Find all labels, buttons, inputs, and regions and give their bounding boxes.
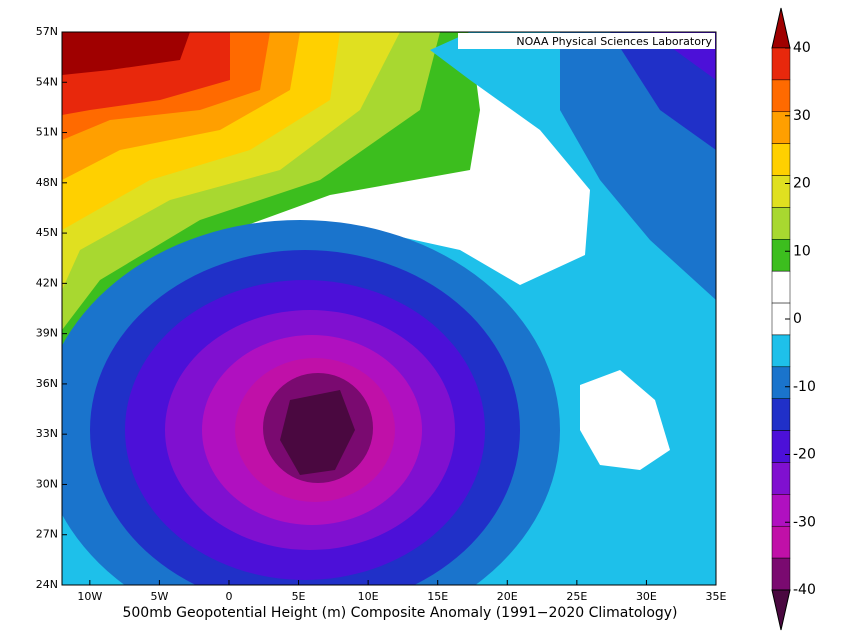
colorbar-label: 0	[793, 311, 802, 327]
colorbar-arrow-top	[771, 7, 791, 49]
colorbar-segment	[771, 334, 791, 368]
lon-label: 35E	[706, 590, 727, 603]
colorbar-segment	[771, 79, 791, 113]
colorbar-label: -10	[793, 379, 816, 395]
colorbar-segment	[771, 430, 791, 463]
lon-label: 20E	[497, 590, 518, 603]
colorbar-segment	[771, 207, 791, 240]
lat-label: 54N	[36, 75, 58, 88]
colorbar-segment	[771, 239, 791, 272]
lat-label: 39N	[36, 327, 58, 340]
lat-label: 36N	[36, 377, 58, 390]
lon-label: 15E	[427, 590, 448, 603]
lon-label: 25E	[566, 590, 587, 603]
lon-label: 5W	[150, 590, 168, 603]
map-field	[62, 32, 716, 585]
lon-label: 10E	[358, 590, 379, 603]
lon-label: 0	[225, 590, 232, 603]
colorbar-segment	[771, 270, 791, 304]
colorbar-label: 40	[793, 40, 811, 56]
lat-label: 48N	[36, 176, 58, 189]
colorbar-segment	[771, 143, 791, 176]
colorbar-label: -30	[793, 514, 816, 530]
colorbar-segment	[771, 47, 791, 81]
lat-label: 33N	[36, 427, 58, 440]
colorbar-label: -40	[793, 582, 816, 598]
map-frame	[61, 31, 717, 586]
lat-label: 30N	[36, 477, 58, 490]
colorbar-segment	[771, 557, 791, 591]
lat-label: 57N	[36, 25, 58, 38]
map-title: 500mb Geopotential Height (m) Composite …	[122, 605, 677, 621]
lat-label: 42N	[36, 276, 58, 289]
colorbar-segment	[771, 111, 791, 144]
lon-label: 5E	[292, 590, 306, 603]
credit: NOAA Physical Sciences Laboratory	[516, 35, 712, 48]
colorbar-segment	[771, 366, 791, 399]
colorbar-arrow-bottom	[771, 589, 791, 631]
credit-box	[458, 33, 715, 49]
colorbar-segment	[771, 525, 791, 559]
colorbar-label: -20	[793, 447, 816, 463]
colorbar-segment	[771, 398, 791, 431]
colorbar-label: 20	[793, 176, 811, 192]
colorbar-segment	[771, 494, 791, 527]
lat-label: 27N	[36, 528, 58, 541]
colorbar-segment	[771, 175, 791, 208]
colorbar-label: 10	[793, 243, 811, 259]
colorbar-label: 30	[793, 108, 811, 124]
lat-label: 45N	[36, 226, 58, 239]
colorbar-segment	[771, 462, 791, 495]
lon-label: 10W	[77, 590, 102, 603]
lat-label: 24N	[36, 578, 58, 591]
lon-label: 30E	[636, 590, 657, 603]
lat-label: 51N	[36, 126, 58, 139]
